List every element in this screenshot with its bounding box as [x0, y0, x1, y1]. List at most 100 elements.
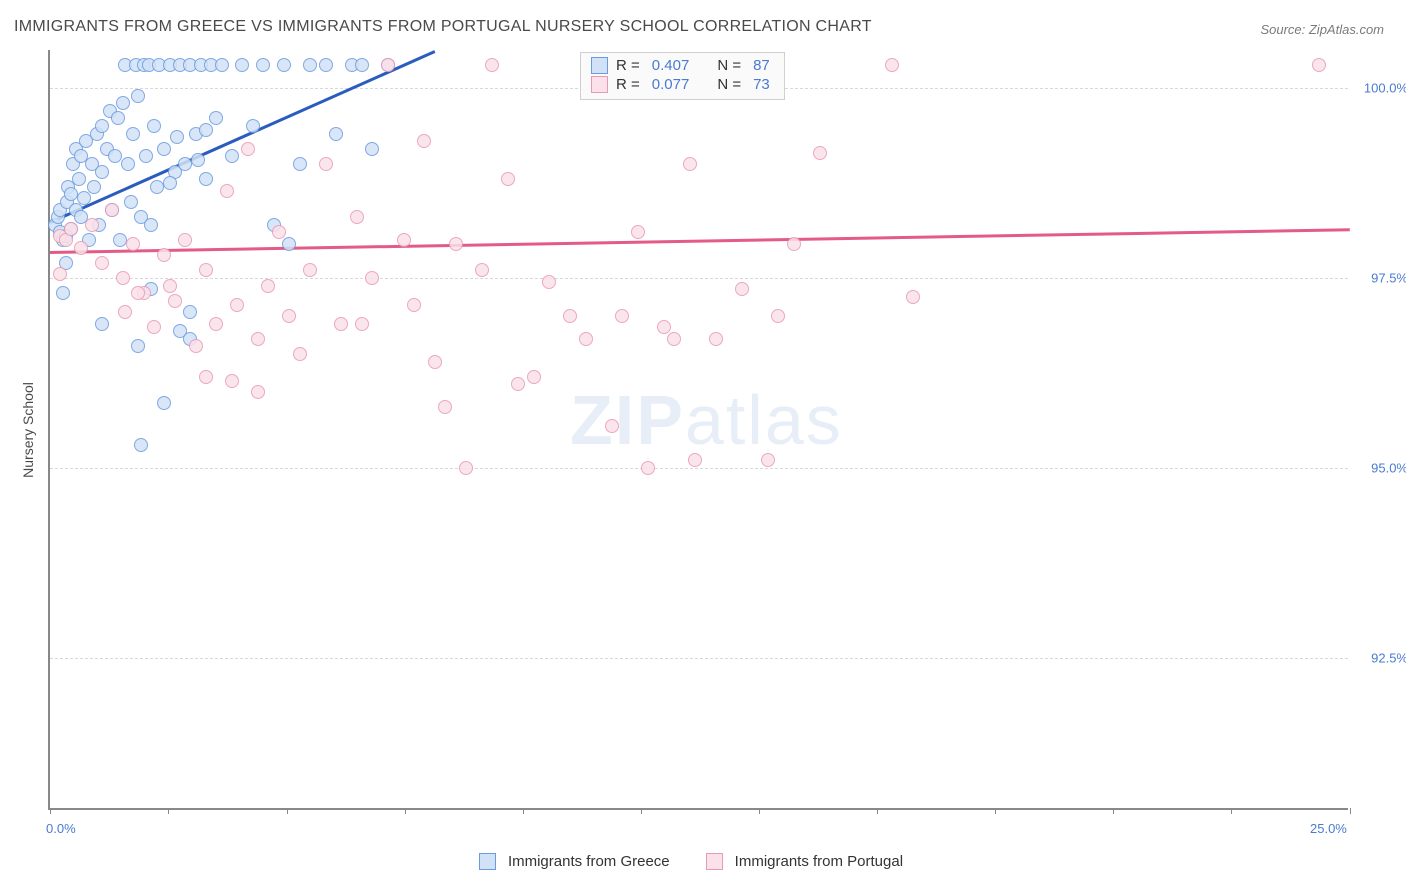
data-point	[64, 222, 78, 236]
legend-label: Immigrants from Portugal	[735, 853, 903, 870]
data-point	[501, 172, 515, 186]
data-point	[131, 286, 145, 300]
data-point	[397, 233, 411, 247]
data-point	[157, 248, 171, 262]
y-tick-label: 100.0%	[1353, 81, 1406, 96]
data-point	[150, 180, 164, 194]
data-point	[64, 187, 78, 201]
data-point	[319, 58, 333, 72]
data-point	[230, 298, 244, 312]
data-point	[121, 157, 135, 171]
data-point	[124, 195, 138, 209]
data-point	[199, 172, 213, 186]
data-point	[209, 111, 223, 125]
data-point	[475, 263, 489, 277]
chart-title: IMMIGRANTS FROM GREECE VS IMMIGRANTS FRO…	[14, 18, 872, 36]
data-point	[95, 317, 109, 331]
data-point	[183, 305, 197, 319]
legend-swatch	[706, 853, 723, 870]
data-point	[199, 263, 213, 277]
data-point	[131, 89, 145, 103]
data-point	[303, 58, 317, 72]
y-tick-label: 97.5%	[1353, 271, 1406, 286]
data-point	[87, 180, 101, 194]
data-point	[105, 203, 119, 217]
x-tick	[405, 808, 406, 814]
data-point	[365, 271, 379, 285]
data-point	[116, 96, 130, 110]
data-point	[761, 453, 775, 467]
data-point	[787, 237, 801, 251]
data-point	[277, 58, 291, 72]
data-point	[215, 58, 229, 72]
data-point	[178, 157, 192, 171]
x-tick	[877, 808, 878, 814]
data-point	[813, 146, 827, 160]
data-point	[381, 58, 395, 72]
data-point	[906, 290, 920, 304]
data-point	[449, 237, 463, 251]
legend-n-label: N =	[717, 57, 741, 74]
data-point	[157, 142, 171, 156]
data-point	[735, 282, 749, 296]
x-tick	[50, 808, 51, 814]
data-point	[641, 461, 655, 475]
data-point	[220, 184, 234, 198]
y-tick-label: 92.5%	[1353, 651, 1406, 666]
data-point	[885, 58, 899, 72]
data-point	[355, 58, 369, 72]
data-point	[139, 149, 153, 163]
data-point	[72, 172, 86, 186]
data-point	[417, 134, 431, 148]
legend-n-value: 87	[753, 57, 770, 74]
data-point	[241, 142, 255, 156]
data-point	[251, 385, 265, 399]
data-point	[147, 119, 161, 133]
legend-r-label: R =	[616, 76, 640, 93]
data-point	[282, 309, 296, 323]
data-point	[438, 400, 452, 414]
legend-label: Immigrants from Greece	[508, 853, 670, 870]
data-point	[605, 419, 619, 433]
data-point	[272, 225, 286, 239]
data-point	[108, 149, 122, 163]
y-tick-label: 95.0%	[1353, 461, 1406, 476]
data-point	[147, 320, 161, 334]
data-point	[163, 176, 177, 190]
data-point	[709, 332, 723, 346]
data-point	[168, 294, 182, 308]
data-point	[459, 461, 473, 475]
data-point	[116, 271, 130, 285]
data-point	[225, 374, 239, 388]
data-point	[199, 370, 213, 384]
data-point	[77, 191, 91, 205]
legend-n-value: 73	[753, 76, 770, 93]
trend-line	[49, 50, 435, 223]
data-point	[131, 339, 145, 353]
legend-r-value: 0.407	[652, 57, 690, 74]
data-point	[688, 453, 702, 467]
series-legend: Immigrants from Greece Immigrants from Po…	[0, 852, 1406, 870]
data-point	[53, 267, 67, 281]
legend-n-label: N =	[717, 76, 741, 93]
plot-area: ZIPatlas 92.5%95.0%97.5%100.0%0.0%25.0%	[48, 50, 1348, 810]
data-point	[225, 149, 239, 163]
data-point	[56, 286, 70, 300]
x-tick	[995, 808, 996, 814]
data-point	[615, 309, 629, 323]
x-range-label: 25.0%	[1310, 821, 1347, 836]
x-tick	[523, 808, 524, 814]
x-tick	[287, 808, 288, 814]
data-point	[527, 370, 541, 384]
data-point	[126, 237, 140, 251]
data-point	[303, 263, 317, 277]
data-point	[178, 233, 192, 247]
data-point	[113, 233, 127, 247]
gridline	[50, 278, 1348, 279]
x-tick	[641, 808, 642, 814]
data-point	[157, 396, 171, 410]
legend-r-label: R =	[616, 57, 640, 74]
data-point	[251, 332, 265, 346]
legend-swatch	[479, 853, 496, 870]
data-point	[282, 237, 296, 251]
